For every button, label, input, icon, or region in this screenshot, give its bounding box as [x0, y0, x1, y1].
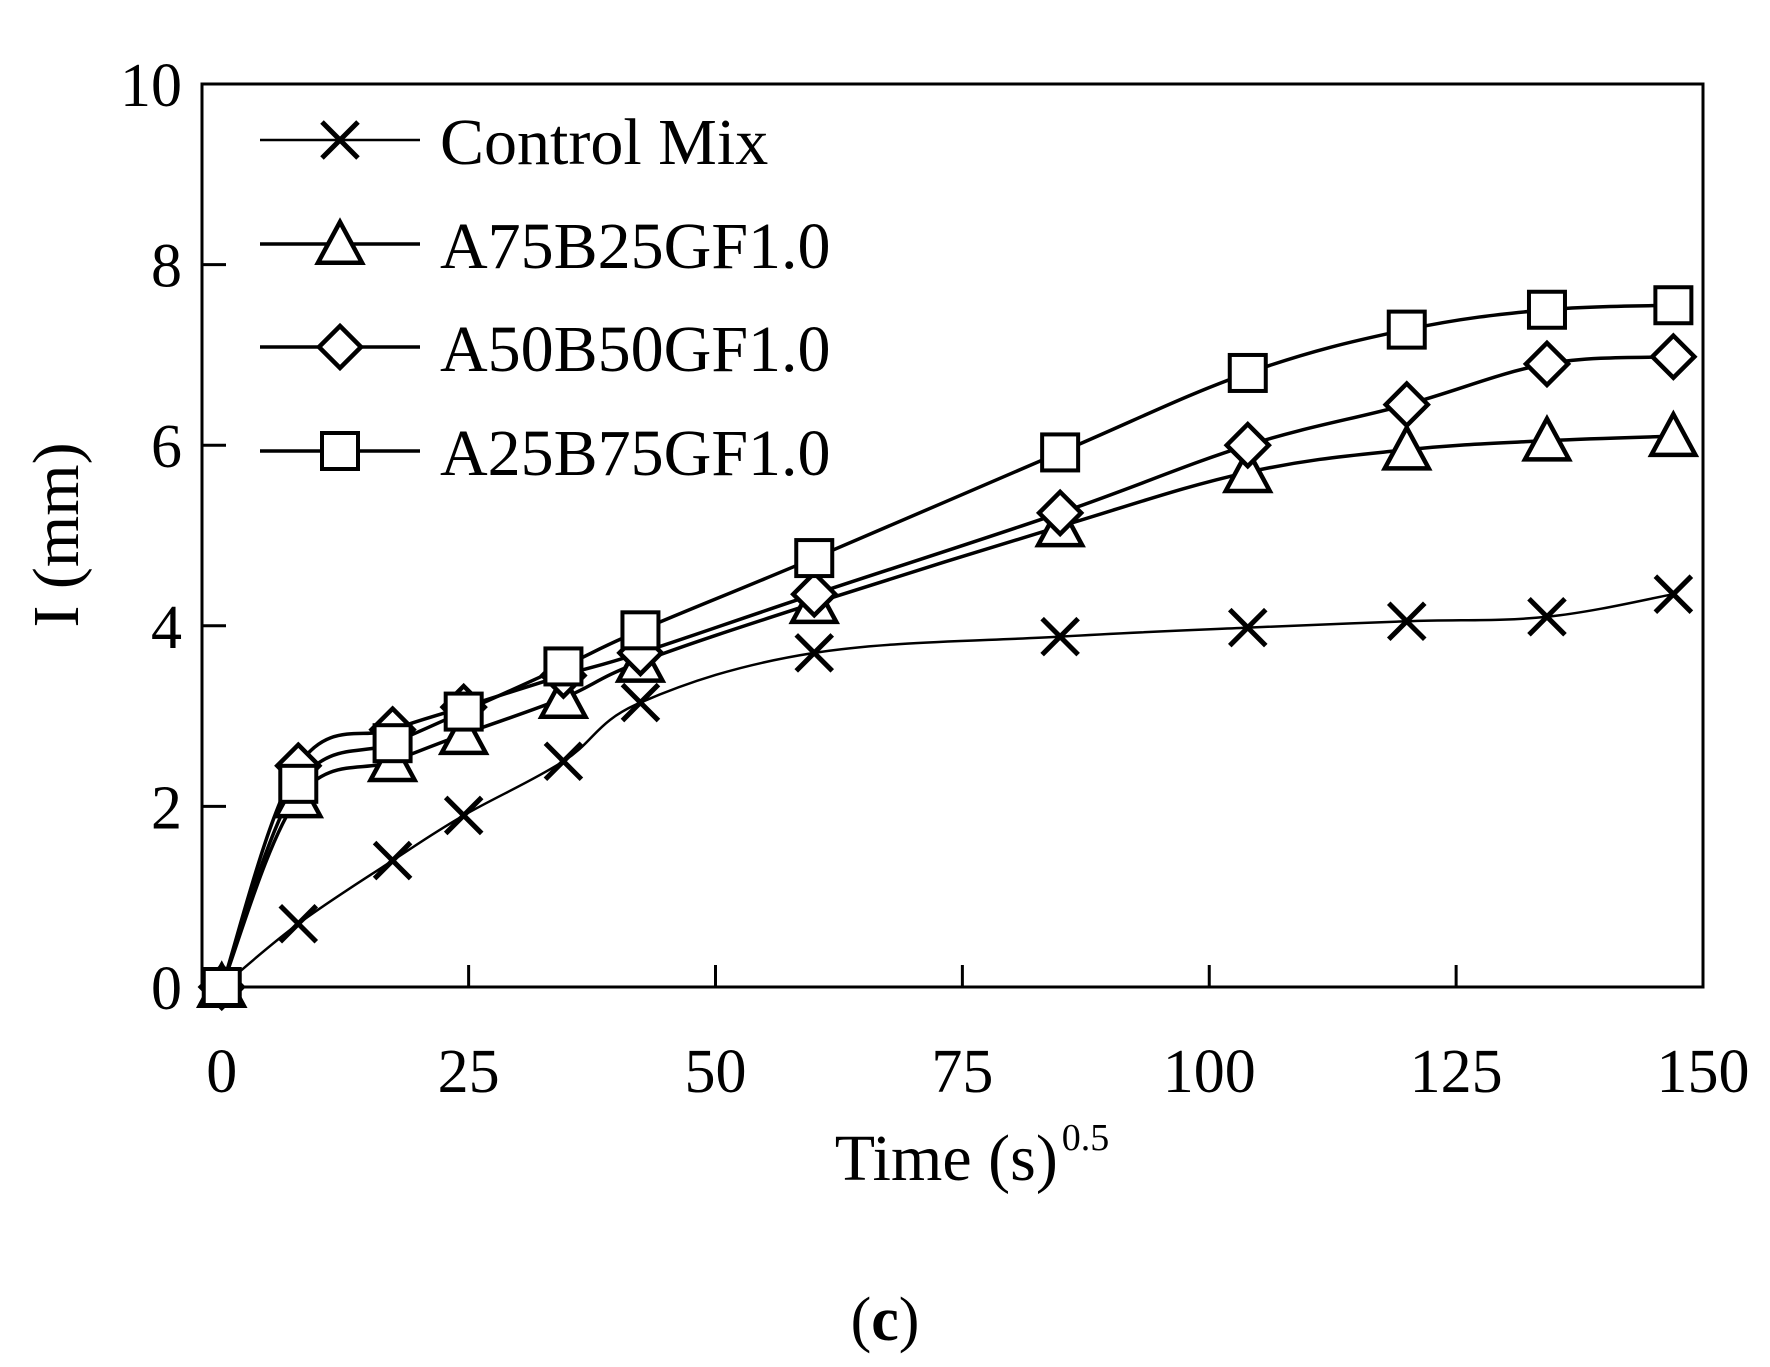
- x-marker-stroke: [1527, 597, 1567, 637]
- data-point-a25b75gf1-0: [278, 763, 319, 804]
- data-point-control-mix: [1040, 616, 1080, 657]
- x-marker-stroke: [372, 840, 413, 881]
- x-marker-stroke: [1040, 616, 1080, 657]
- x-tick-label: 50: [685, 1038, 747, 1106]
- y-tick-label: 10: [120, 52, 182, 120]
- y-tick-label: 2: [151, 774, 182, 842]
- data-point-control-mix: [278, 904, 319, 944]
- x-tick-label: 0: [206, 1038, 237, 1106]
- legend-entry-a75b25gf1-0: A75B25GF1.0: [260, 210, 831, 283]
- series-line-control-mix: [220, 592, 1674, 988]
- legend-entry-control-mix: Control Mix: [260, 106, 768, 179]
- x-marker-stroke: [1386, 601, 1427, 642]
- x-marker-stroke: [278, 904, 319, 944]
- data-point-control-mix: [620, 682, 661, 723]
- data-point-control-mix: [543, 741, 584, 782]
- legend-marker: [314, 217, 366, 265]
- data-point-a50b50gf1-0: [1035, 488, 1085, 538]
- data-point-a75b25gf1-0: [1521, 413, 1573, 462]
- data-point-a75b25gf1-0: [437, 707, 490, 756]
- legend-marker: [320, 120, 360, 160]
- data-point-a25b75gf1-0: [443, 691, 484, 732]
- series-line-a25b75gf1-0: [220, 303, 1674, 988]
- legend-label: A25B75GF1.0: [440, 417, 831, 490]
- x-tick-label: 25: [438, 1038, 500, 1106]
- x-tick-label: 125: [1410, 1038, 1503, 1106]
- data-point-a25b75gf1-0: [201, 967, 242, 1007]
- data-point-a50b50gf1-0: [790, 570, 839, 619]
- y-tick-label: 6: [151, 413, 182, 481]
- data-point-a25b75gf1-0: [794, 538, 835, 579]
- x-tick-label: 150: [1657, 1038, 1750, 1106]
- data-point-a75b25gf1-0: [1647, 409, 1700, 458]
- legend-entry-a50b50gf1-0: A50B50GF1.0: [260, 313, 831, 386]
- x-marker-stroke: [1227, 607, 1268, 648]
- plot-frame: [200, 82, 1705, 989]
- data-point-a25b75gf1-0: [543, 646, 584, 687]
- data-point-control-mix: [1386, 601, 1427, 642]
- data-point-a50b50gf1-0: [1382, 380, 1431, 429]
- y-axis-label: I (mm): [20, 442, 93, 627]
- data-point-control-mix: [1227, 607, 1268, 648]
- data-point-a25b75gf1-0: [1040, 432, 1081, 473]
- x-marker-stroke: [794, 633, 835, 673]
- legend-marker: [315, 322, 365, 372]
- data-point-a25b75gf1-0: [1526, 289, 1567, 330]
- series-line-a75b25gf1-0: [220, 434, 1674, 988]
- figure-caption: (c): [851, 1286, 920, 1354]
- data-point-a50b50gf1-0: [1649, 332, 1698, 381]
- legend-label: A50B50GF1.0: [440, 313, 831, 386]
- y-tick-label: 4: [151, 594, 182, 662]
- x-axis-label: Time (s) 0.5: [835, 1117, 1110, 1195]
- data-point-a25b75gf1-0: [372, 723, 413, 764]
- x-marker-stroke: [543, 741, 584, 782]
- legend-marker: [320, 431, 360, 471]
- x-marker-stroke: [620, 682, 661, 723]
- data-point-a25b75gf1-0: [1653, 285, 1694, 326]
- legend-entry-a25b75gf1-0: A25B75GF1.0: [260, 417, 831, 490]
- legend-label: A75B25GF1.0: [440, 210, 831, 283]
- data-point-control-mix: [1527, 597, 1567, 637]
- data-point-a25b75gf1-0: [620, 610, 661, 651]
- data-point-a25b75gf1-0: [1386, 309, 1427, 350]
- x-tick-label: 100: [1163, 1038, 1256, 1106]
- data-point-control-mix: [443, 795, 484, 836]
- data-point-a25b75gf1-0: [1227, 352, 1268, 393]
- data-point-control-mix: [1653, 574, 1694, 614]
- y-tick-label: 8: [151, 233, 182, 301]
- legend-label: Control Mix: [440, 106, 768, 179]
- data-point-a75b25gf1-0: [1380, 422, 1433, 471]
- y-tick-label: 0: [151, 955, 182, 1023]
- x-marker-stroke: [443, 795, 484, 836]
- x-marker-stroke: [1653, 574, 1694, 614]
- data-point-a50b50gf1-0: [1522, 339, 1572, 389]
- data-point-control-mix: [794, 633, 835, 673]
- x-tick-label: 75: [931, 1038, 993, 1106]
- data-point-a50b50gf1-0: [1223, 421, 1272, 470]
- x-marker-stroke: [320, 120, 360, 160]
- data-point-a75b25gf1-0: [1221, 445, 1274, 494]
- data-point-control-mix: [372, 840, 413, 881]
